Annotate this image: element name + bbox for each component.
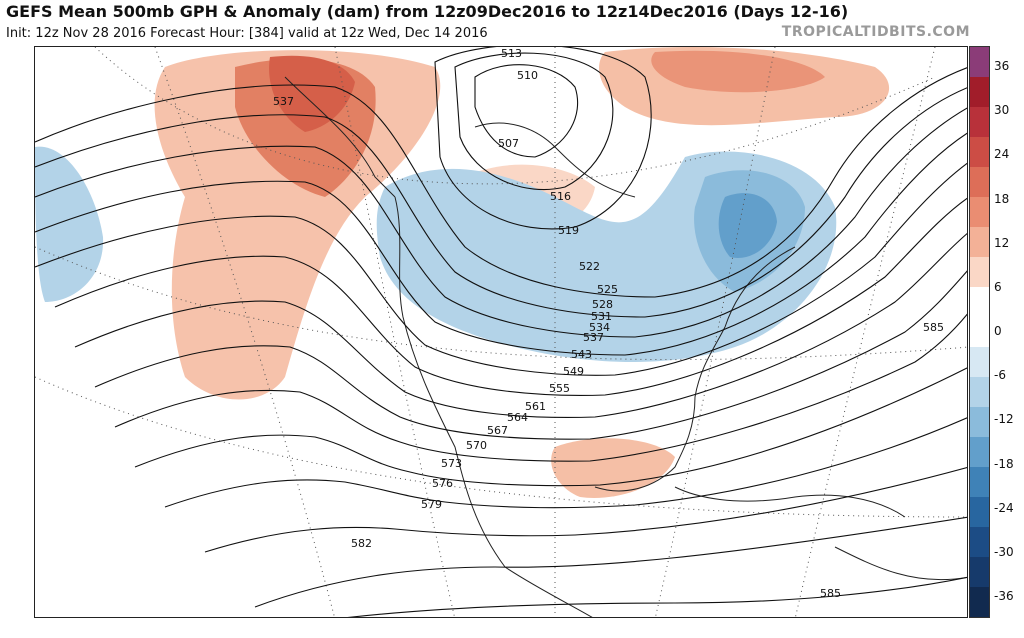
height-contours <box>35 47 967 617</box>
colorbar-tick-label: -6 <box>994 368 1006 383</box>
contour-label: 585 <box>820 587 841 600</box>
colorbar-labels: 36 30 24 18 12 6 0 -6 -12 -18 -24 -30 -36 <box>994 46 1024 618</box>
colorbar-swatch <box>970 377 989 408</box>
anomaly-area-gulf <box>551 438 675 498</box>
negative-anomaly-areas <box>35 146 837 362</box>
contour-label: 537 <box>273 95 294 108</box>
anomaly-area-pacific <box>35 146 104 302</box>
contour-label: 519 <box>558 224 579 237</box>
map-title: GEFS Mean 500mb GPH & Anomaly (dam) from… <box>6 2 849 21</box>
contour-label: 567 <box>487 424 508 437</box>
coastlines <box>284 76 967 617</box>
colorbar-tick-label: 18 <box>994 191 1010 206</box>
colorbar-tick-label: 0 <box>994 324 1002 338</box>
contour-label: 585 <box>923 321 944 334</box>
colorbar-swatch <box>970 167 989 198</box>
anomaly-area-atlantic-core <box>651 50 825 93</box>
colorbar-tick-label: -36 <box>994 589 1014 603</box>
contour-label: 525 <box>597 283 618 296</box>
colorbar-tick-label: 6 <box>994 279 1002 294</box>
contour-labels: 537 513 510 507 516 519 522 525 528 531 … <box>273 47 944 600</box>
site-watermark: TROPICALTIDBITS.COM <box>781 24 970 40</box>
colorbar-swatch <box>970 497 989 528</box>
colorbar-tick-label: 24 <box>994 147 1010 162</box>
contour-label: 522 <box>579 260 600 273</box>
contour-label: 513 <box>501 47 522 60</box>
contour-label: 564 <box>507 411 528 424</box>
colorbar-swatch <box>970 47 989 78</box>
colorbar-swatch <box>970 437 989 468</box>
contour-label: 531 <box>591 310 612 323</box>
colorbar-tick-label: -24 <box>994 500 1014 515</box>
colorbar-tick-label: -18 <box>994 456 1014 471</box>
colorbar-swatch <box>970 467 989 498</box>
colorbar <box>969 46 990 618</box>
colorbar-tick-label: 36 <box>994 59 1010 73</box>
contour-label: 582 <box>351 537 372 550</box>
contour-label: 534 <box>589 321 610 334</box>
colorbar-swatches <box>970 47 989 617</box>
colorbar-swatch <box>970 257 989 288</box>
contour-label: 537 <box>583 331 604 344</box>
contour-label: 573 <box>441 457 462 470</box>
map-subtitle: Init: 12z Nov 28 2016 Forecast Hour: [38… <box>6 26 488 41</box>
contour-label: 507 <box>498 137 519 150</box>
colorbar-swatch <box>970 347 989 378</box>
contour-label: 516 <box>550 190 571 203</box>
colorbar-tick-label: -12 <box>994 412 1014 427</box>
colorbar-swatch <box>970 407 989 438</box>
contour-label: 510 <box>517 69 538 82</box>
map-canvas: 537 513 510 507 516 519 522 525 528 531 … <box>35 47 967 617</box>
colorbar-swatch <box>970 557 989 588</box>
contour-label: 570 <box>466 439 487 452</box>
colorbar-tick-label: -30 <box>994 544 1014 559</box>
colorbar-swatch <box>970 137 989 168</box>
contour-label: 549 <box>563 365 584 378</box>
colorbar-swatch <box>970 227 989 258</box>
contour-label: 543 <box>571 348 592 361</box>
colorbar-swatch <box>970 197 989 228</box>
contour-label: 555 <box>549 382 570 395</box>
colorbar-tick-label: 12 <box>994 235 1010 250</box>
anomaly-area-trough-inner <box>718 193 777 258</box>
contour-label: 579 <box>421 498 442 511</box>
contour-label: 576 <box>432 477 453 490</box>
contour-label: 528 <box>592 298 613 311</box>
anomaly-area-alaska-inner <box>269 55 355 132</box>
colorbar-swatch <box>970 287 989 318</box>
contour-label: 561 <box>525 400 546 413</box>
colorbar-tick-label: 30 <box>994 103 1010 118</box>
colorbar-swatch <box>970 527 989 558</box>
colorbar-swatch <box>970 77 989 108</box>
colorbar-swatch <box>970 317 989 348</box>
anomaly-map: 537 513 510 507 516 519 522 525 528 531 … <box>34 46 968 618</box>
colorbar-swatch <box>970 107 989 138</box>
colorbar-swatch <box>970 587 989 617</box>
